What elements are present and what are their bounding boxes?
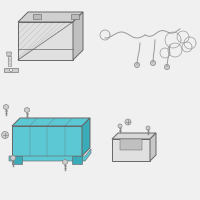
Polygon shape: [33, 14, 41, 19]
Circle shape: [164, 64, 170, 70]
Polygon shape: [146, 126, 150, 130]
Circle shape: [2, 132, 8, 138]
Polygon shape: [82, 118, 90, 156]
Polygon shape: [112, 139, 150, 161]
Circle shape: [151, 60, 156, 66]
Polygon shape: [4, 68, 18, 72]
Polygon shape: [120, 139, 142, 150]
Circle shape: [10, 68, 12, 72]
Polygon shape: [12, 118, 90, 126]
Polygon shape: [12, 156, 22, 164]
Bar: [8, 56, 10, 66]
Polygon shape: [150, 133, 156, 161]
Polygon shape: [12, 126, 82, 156]
Polygon shape: [18, 22, 73, 60]
Polygon shape: [73, 12, 83, 60]
Polygon shape: [11, 155, 15, 161]
Polygon shape: [71, 14, 79, 19]
Polygon shape: [63, 159, 67, 165]
Polygon shape: [25, 107, 29, 113]
Polygon shape: [112, 133, 156, 139]
Polygon shape: [118, 124, 122, 128]
Polygon shape: [9, 149, 91, 161]
Circle shape: [125, 119, 131, 125]
Polygon shape: [4, 104, 8, 110]
Polygon shape: [6, 52, 12, 56]
Polygon shape: [18, 12, 83, 22]
Circle shape: [134, 62, 140, 68]
Polygon shape: [72, 156, 82, 164]
